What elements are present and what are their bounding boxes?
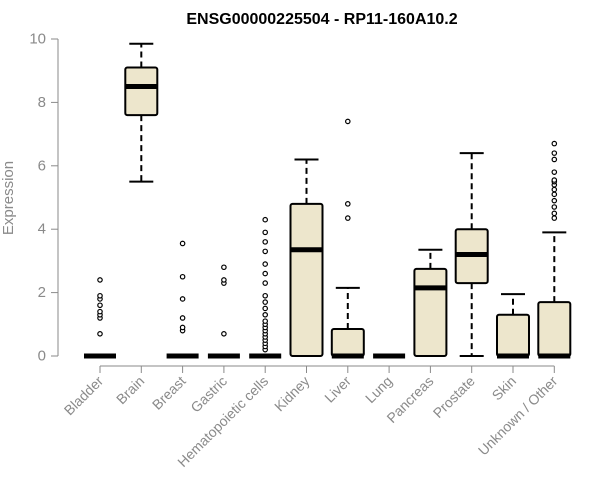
x-tick-label: Prostate <box>430 373 478 421</box>
y-tick-label: 2 <box>38 284 46 301</box>
y-axis-label: Expression <box>0 161 17 235</box>
outlier-point <box>262 216 269 223</box>
box-2 <box>166 240 199 359</box>
y-tick-label: 4 <box>38 221 46 238</box>
outlier-point <box>551 210 558 217</box>
outlier-point <box>97 277 103 283</box>
boxes-group <box>84 42 572 359</box>
outlier-point <box>262 270 269 277</box>
outlier-point <box>262 239 269 245</box>
box-3 <box>207 264 240 359</box>
outlier-point <box>344 215 351 221</box>
outlier-point <box>221 277 227 283</box>
outlier-point <box>179 324 186 331</box>
outlier-point <box>551 204 558 210</box>
chart-title: ENSG00000225504 - RP11-160A10.2 <box>186 11 457 28</box>
outlier-point <box>262 248 269 255</box>
box-1 <box>124 42 159 183</box>
y-tick-label: 6 <box>38 157 46 174</box>
outlier-point <box>179 240 186 247</box>
outlier-point <box>262 299 269 305</box>
y-tick-label: 0 <box>38 348 46 365</box>
x-tick-label: Brain <box>113 373 147 407</box>
x-tick-label: Liver <box>321 373 354 406</box>
outlier-point <box>551 169 558 175</box>
box-rect <box>124 66 159 117</box>
box-11 <box>537 140 572 359</box>
outlier-point <box>179 296 186 302</box>
box-5 <box>289 158 324 357</box>
outlier-point <box>97 331 103 337</box>
x-tick-label: Bladder <box>61 373 107 419</box>
x-tick-label: Breast <box>149 373 189 413</box>
outlier-point <box>221 264 227 271</box>
outlier-point <box>262 305 269 312</box>
box-9 <box>454 152 489 357</box>
x-tick-label: Lung <box>362 373 395 406</box>
outlier-point <box>262 280 269 286</box>
outlier-point <box>179 273 186 280</box>
outlier-point <box>551 215 558 221</box>
box-rect <box>289 202 324 357</box>
outlier-point <box>262 311 269 318</box>
outlier-point <box>551 150 558 156</box>
outlier-point <box>551 140 558 147</box>
outlier-point <box>551 156 558 163</box>
outlier-point <box>97 308 103 315</box>
outlier-point <box>97 292 103 299</box>
outlier-point <box>551 197 558 204</box>
box-0 <box>84 277 116 359</box>
outlier-point <box>262 229 269 236</box>
y-tick-label: 10 <box>29 31 46 48</box>
box-rect <box>413 267 448 358</box>
outlier-point <box>344 201 351 207</box>
box-rect <box>330 328 365 357</box>
box-8 <box>413 248 448 358</box>
box-10 <box>496 293 530 359</box>
outlier-point <box>344 118 351 125</box>
x-tick-label: Kidney <box>271 373 313 415</box>
box-4 <box>249 216 282 359</box>
box-rect <box>537 301 572 357</box>
outlier-point <box>262 318 269 324</box>
outlier-point <box>262 292 269 299</box>
outlier-point <box>551 191 558 198</box>
outlier-point <box>551 177 558 183</box>
outlier-point <box>179 315 186 321</box>
y-axis: 0 2 4 6 8 10 <box>29 31 59 365</box>
box-rect <box>496 313 530 358</box>
x-tick-label: Skin <box>489 373 520 404</box>
outlier-point <box>221 331 227 337</box>
outlier-point <box>262 261 269 267</box>
outlier-point <box>97 302 103 309</box>
y-tick-label: 8 <box>38 94 46 111</box>
box-6 <box>330 118 365 359</box>
outlier-point <box>551 186 558 193</box>
